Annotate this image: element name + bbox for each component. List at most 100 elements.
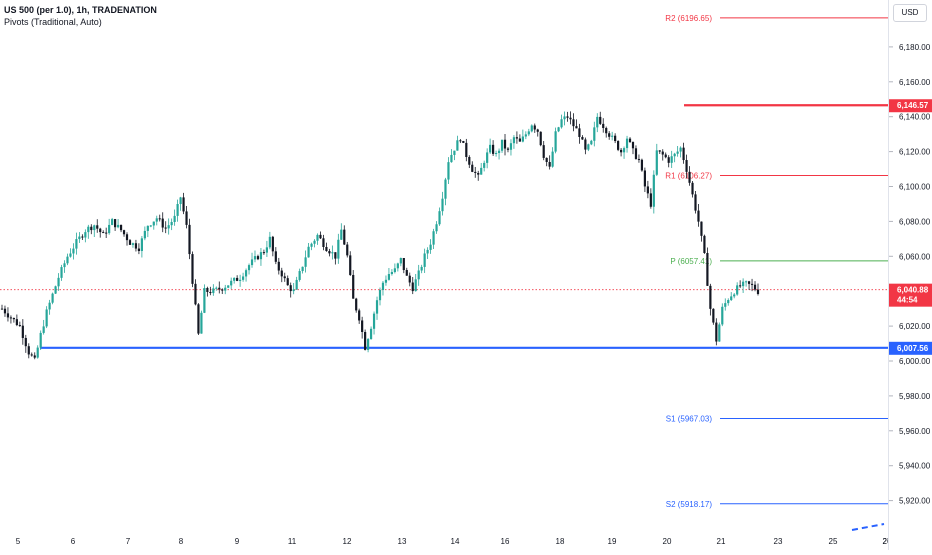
candle-body [289, 285, 292, 292]
candle-body [408, 275, 411, 283]
candle-body [179, 197, 182, 205]
candle-body [111, 219, 114, 225]
price-axis[interactable]: 5,920.00 5,940.00 5,960.00 5,980.00 6,000.00… [888, 0, 932, 550]
candle-body [566, 116, 569, 118]
price-tick-label: 6,100.00 [899, 183, 931, 192]
candle-body [378, 289, 382, 301]
candle-body [75, 239, 78, 249]
candle-body [63, 263, 66, 268]
price-tick-label: 6,000.00 [899, 357, 931, 366]
candle-body [185, 211, 188, 225]
candle-body [539, 131, 542, 146]
candle-body [340, 229, 343, 240]
currency-selector[interactable]: USD [893, 4, 927, 22]
candle-body [605, 127, 608, 134]
candle-body [298, 271, 301, 280]
candle-body [744, 281, 748, 283]
candle-body [93, 225, 96, 231]
candle-body [268, 236, 271, 248]
candle-body [506, 148, 510, 150]
candle-body [551, 151, 554, 167]
candle-body [426, 249, 429, 254]
candle-body [474, 171, 477, 173]
price-tick-label: 6,160.00 [899, 78, 931, 87]
candle-body [625, 138, 629, 149]
candle-body [658, 150, 661, 152]
price-tick-label: 6,020.00 [899, 322, 931, 331]
time-axis-scale: 5 6 7 8 9 11 12 13 14 16 18 19 20 21 23 25 2627 [16, 537, 892, 546]
candle-body [307, 246, 310, 258]
candle-body [503, 139, 507, 149]
candle-body [590, 140, 593, 145]
time-axis[interactable]: 5 6 7 8 9 11 12 13 14 16 18 19 20 21 23 25 2627 [0, 532, 892, 550]
candle-body [548, 161, 551, 167]
candle-body [441, 198, 444, 212]
candle-body [670, 156, 673, 163]
candle-body [619, 149, 623, 153]
time-tick-label: 6 [71, 537, 76, 546]
price-tick-label: 5,960.00 [899, 427, 931, 436]
candle-body [170, 221, 173, 226]
projection-line [851, 523, 885, 531]
candle-body [149, 225, 152, 227]
pivot-label: P (6057.41) [670, 257, 712, 266]
candle-body [78, 236, 81, 240]
candle-body [310, 243, 313, 247]
candle-body [396, 263, 399, 269]
price-tick-label: 6,060.00 [899, 252, 931, 261]
candle-body [18, 325, 21, 327]
candle-body [197, 304, 200, 334]
candle-body [444, 179, 447, 199]
candlestick-chart[interactable]: R2 (6196.65)R1 (6106.27)P (6057.41)S1 (5… [0, 0, 888, 532]
candle-body [114, 219, 117, 228]
candle-body [679, 147, 682, 152]
candle-body [271, 236, 274, 252]
candle-body [560, 119, 563, 128]
candle-body [608, 133, 611, 137]
candle-body [480, 167, 483, 175]
candle-body [60, 267, 63, 278]
candle-body [247, 265, 251, 271]
candle-body [587, 144, 590, 150]
candle-body [715, 322, 718, 342]
candle-body [599, 116, 602, 124]
candle-body [250, 259, 254, 266]
candle-body [334, 252, 337, 259]
candle-body [15, 319, 18, 326]
candle-body [128, 240, 132, 245]
chart-area[interactable]: R2 (6196.65) R1 (6106.27) P (6057.41) S1 (5… [0, 0, 888, 532]
candle-body [700, 221, 703, 236]
candle-body [346, 244, 349, 256]
candle-body [640, 159, 644, 171]
time-tick-label: 20 [663, 537, 672, 546]
candle-body [182, 197, 185, 212]
candle-body [417, 270, 420, 280]
candle-body [703, 235, 706, 253]
candle-body [24, 337, 27, 347]
candle-body [575, 126, 578, 129]
candle-body [167, 225, 170, 229]
candle-body [215, 287, 218, 289]
candle-body [486, 152, 489, 163]
candle-body [438, 211, 441, 225]
candle-body [667, 157, 670, 163]
candle-body [57, 277, 60, 287]
candle-body [721, 306, 724, 325]
indicator-label[interactable]: Pivots (Traditional, Auto) [4, 17, 102, 27]
candle-body [753, 284, 757, 290]
candle-body [286, 278, 289, 286]
candle-body [239, 279, 242, 281]
candle-body [191, 254, 194, 284]
candle-body [509, 143, 513, 150]
candle-body [685, 160, 688, 172]
candle-body [524, 134, 527, 137]
symbol-title[interactable]: US 500 (per 1.0), 1h, TRADENATION [4, 5, 157, 15]
candle-body [593, 127, 596, 141]
candle-body [6, 313, 10, 318]
candle-body [212, 288, 215, 294]
candle-body [634, 148, 638, 159]
candle-body [209, 291, 212, 294]
last-price-badge [889, 283, 932, 307]
price-tick-label: 5,940.00 [899, 462, 931, 471]
price-tick-label: 6,180.00 [899, 43, 931, 52]
